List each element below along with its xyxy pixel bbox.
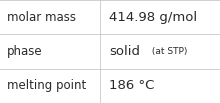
Text: 414.98 g/mol: 414.98 g/mol [109,11,197,24]
Text: (at STP): (at STP) [149,47,187,56]
Text: molar mass: molar mass [7,11,76,24]
Text: melting point: melting point [7,79,86,92]
Text: solid: solid [109,45,140,58]
Text: phase: phase [7,45,42,58]
Text: 186 °C: 186 °C [109,79,154,92]
